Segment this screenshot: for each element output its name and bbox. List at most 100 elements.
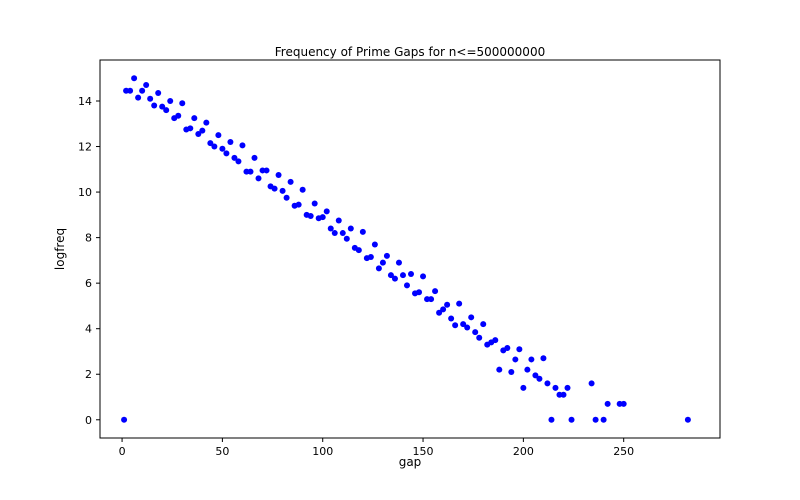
- data-point: [235, 158, 242, 165]
- data-point: [203, 119, 210, 126]
- data-point: [355, 247, 362, 254]
- data-point: [147, 95, 154, 102]
- data-point: [408, 271, 415, 278]
- x-tick-label: 100: [312, 445, 333, 458]
- data-point: [520, 384, 527, 391]
- data-point: [255, 175, 262, 182]
- y-axis-label: logfreq: [53, 228, 67, 270]
- data-point: [223, 150, 230, 157]
- y-tick-label: 14: [78, 95, 92, 108]
- data-point: [271, 185, 278, 192]
- data-point: [464, 324, 471, 331]
- data-point: [440, 306, 447, 313]
- y-tick-label: 6: [85, 277, 92, 290]
- x-axis-label: gap: [399, 455, 422, 469]
- data-point: [155, 90, 162, 97]
- data-point: [331, 230, 338, 237]
- data-point: [339, 230, 346, 237]
- data-point: [516, 346, 523, 353]
- data-point: [512, 356, 519, 363]
- data-point: [275, 171, 282, 178]
- data-point: [175, 112, 182, 119]
- data-point: [604, 400, 611, 407]
- y-tick-label: 4: [85, 323, 92, 336]
- data-point: [283, 194, 290, 201]
- data-point: [452, 322, 459, 329]
- data-point: [383, 252, 390, 259]
- data-point: [347, 225, 354, 232]
- data-point: [159, 103, 166, 110]
- data-point: [199, 127, 206, 134]
- data-point: [327, 225, 334, 232]
- data-point: [187, 125, 194, 132]
- x-axis: 0 50 100 150 200 250: [119, 438, 634, 458]
- data-point: [251, 154, 258, 161]
- data-point: [191, 115, 198, 122]
- data-point: [139, 87, 146, 94]
- x-tick-label: 50: [215, 445, 229, 458]
- data-point: [279, 187, 286, 194]
- x-tick-label: 0: [119, 445, 126, 458]
- data-point: [387, 272, 394, 279]
- data-point: [215, 132, 222, 139]
- data-point: [287, 178, 294, 185]
- data-point: [323, 208, 330, 215]
- data-point: [343, 235, 350, 242]
- data-point: [143, 82, 150, 89]
- data-point: [371, 241, 378, 248]
- data-point: [592, 416, 599, 423]
- chart-title: Frequency of Prime Gaps for n<=500000000: [275, 45, 545, 59]
- data-point: [307, 212, 314, 219]
- data-point: [480, 321, 487, 328]
- data-point: [444, 301, 451, 308]
- data-point: [391, 275, 398, 282]
- data-point: [335, 217, 342, 224]
- y-axis: 0 2 4 6 8 10 12 14: [78, 95, 100, 427]
- y-tick-label: 0: [85, 414, 92, 427]
- data-point: [600, 416, 607, 423]
- data-point: [432, 288, 439, 295]
- data-point: [588, 380, 595, 387]
- x-tick-label: 250: [613, 445, 634, 458]
- data-point: [135, 94, 142, 101]
- x-tick-label: 150: [413, 445, 434, 458]
- data-point: [448, 315, 455, 322]
- data-point: [524, 366, 531, 373]
- data-point: [295, 201, 302, 208]
- data-point: [227, 138, 234, 145]
- data-point: [536, 375, 543, 382]
- data-point: [476, 334, 483, 341]
- data-point: [508, 368, 515, 375]
- data-point: [319, 214, 326, 221]
- data-point: [207, 140, 214, 147]
- data-point: [684, 416, 691, 423]
- data-point: [231, 154, 238, 161]
- data-point: [151, 102, 158, 109]
- data-point: [131, 75, 138, 82]
- data-point: [428, 296, 435, 303]
- data-point: [564, 384, 571, 391]
- data-point: [460, 321, 467, 328]
- data-point: [375, 265, 382, 272]
- data-point: [560, 391, 567, 398]
- data-point: [395, 259, 402, 266]
- data-point: [528, 356, 535, 363]
- data-point: [247, 168, 254, 175]
- data-point: [420, 273, 427, 280]
- data-point: [163, 107, 170, 114]
- data-point: [239, 142, 246, 149]
- data-point: [472, 329, 479, 336]
- data-point: [179, 100, 186, 107]
- data-point: [299, 186, 306, 193]
- y-tick-label: 2: [85, 368, 92, 381]
- data-point: [436, 309, 443, 316]
- data-point: [544, 380, 551, 387]
- data-point: [211, 143, 218, 150]
- data-point: [532, 372, 539, 379]
- data-points: [121, 75, 691, 423]
- data-point: [367, 253, 374, 260]
- data-point: [552, 384, 559, 391]
- data-point: [121, 416, 128, 423]
- data-point: [456, 300, 463, 307]
